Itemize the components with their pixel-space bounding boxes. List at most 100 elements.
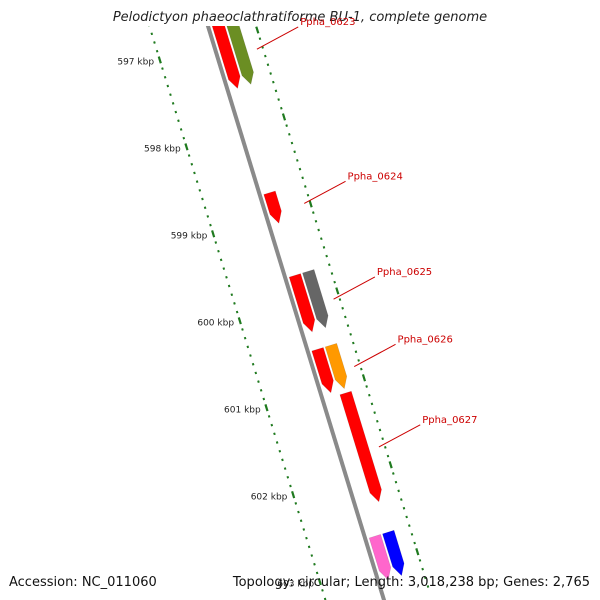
minor-tick — [259, 388, 263, 392]
minor-tick — [386, 454, 390, 458]
minor-tick — [219, 258, 223, 262]
minor-tick — [217, 249, 220, 253]
minor-tick — [254, 371, 258, 375]
minor-tick — [249, 3, 250, 5]
gene-arrow[interactable] — [368, 534, 392, 581]
minor-tick — [313, 562, 316, 566]
minor-tick — [378, 428, 382, 432]
minor-tick — [258, 37, 262, 41]
major-tick — [264, 404, 269, 412]
minor-tick — [155, 49, 159, 53]
gene-label-connector — [354, 343, 396, 367]
major-tick — [211, 230, 216, 238]
minor-tick — [293, 150, 296, 154]
major-tick — [317, 577, 322, 586]
gene-arrow[interactable] — [302, 269, 329, 329]
minor-tick — [297, 510, 300, 514]
length-value: 3,018,238 bp — [407, 575, 495, 590]
gene-arrow[interactable] — [288, 273, 316, 333]
minor-tick — [305, 536, 308, 540]
major-tick — [291, 491, 296, 499]
gene-label[interactable]: Ppha_0625 — [377, 267, 432, 278]
minor-tick — [304, 185, 307, 188]
minor-tick — [171, 102, 175, 105]
gene-arrow[interactable] — [324, 343, 348, 390]
gene-label[interactable]: Ppha_0626 — [398, 334, 453, 345]
minor-tick — [354, 350, 358, 354]
minor-tick — [296, 159, 299, 162]
minor-tick — [233, 302, 236, 305]
gene-arrow[interactable] — [224, 13, 254, 85]
minor-tick — [373, 411, 376, 414]
minor-tick — [206, 215, 210, 218]
gene-arrow[interactable] — [382, 529, 405, 577]
minor-tick — [344, 315, 347, 319]
gene-arrow[interactable] — [311, 347, 334, 394]
minor-tick — [290, 141, 294, 145]
scale-label: 599 kbp — [171, 232, 208, 242]
minor-tick — [365, 385, 368, 388]
minor-tick — [235, 310, 239, 314]
scale-label: 600 kbp — [197, 319, 234, 329]
minor-tick — [299, 519, 303, 523]
minor-tick — [243, 336, 247, 340]
minor-tick — [222, 267, 226, 270]
minor-tick — [190, 162, 194, 166]
gene-label[interactable]: Ppha_0624 — [348, 171, 403, 182]
minor-tick — [346, 324, 350, 327]
minor-tick — [360, 367, 363, 371]
minor-tick — [315, 571, 319, 575]
major-tick — [184, 143, 189, 151]
minor-tick — [283, 467, 287, 470]
gene-arrow[interactable] — [263, 190, 282, 224]
scale-label: 597 kbp — [117, 58, 154, 68]
gene-arrow[interactable] — [211, 17, 241, 89]
minor-tick — [280, 106, 283, 110]
minor-tick — [321, 588, 324, 592]
accession-info: Accession: NC_011060 — [9, 575, 157, 590]
minor-tick — [289, 484, 292, 488]
minor-tick — [328, 263, 331, 267]
minor-tick — [225, 275, 228, 279]
minor-tick — [198, 188, 202, 192]
minor-tick — [241, 328, 244, 331]
minor-tick — [285, 124, 288, 127]
major-tick — [415, 548, 420, 556]
genes-value: 2,765 — [552, 575, 590, 590]
minor-tick — [153, 41, 156, 44]
minor-tick — [413, 541, 416, 545]
minor-tick — [384, 446, 387, 449]
minor-tick — [264, 54, 267, 58]
minor-tick — [418, 559, 422, 562]
topology-value: circular — [297, 575, 346, 590]
major-tick — [388, 461, 393, 469]
minor-tick — [397, 489, 400, 493]
minor-tick — [272, 80, 275, 84]
major-tick — [361, 374, 367, 382]
major-tick — [157, 56, 162, 64]
minor-tick — [177, 119, 180, 123]
minor-tick — [333, 280, 336, 284]
minor-tick — [307, 545, 311, 549]
scale-label: 598 kbp — [144, 145, 181, 155]
minor-tick — [320, 237, 323, 241]
minor-tick — [394, 480, 398, 484]
minor-tick — [408, 524, 411, 527]
major-tick — [308, 200, 313, 208]
minor-tick — [182, 136, 186, 140]
minor-tick — [214, 241, 218, 244]
gene-arrow[interactable] — [339, 390, 382, 503]
minor-tick — [269, 72, 272, 75]
genes-label: ; Genes: — [494, 575, 553, 590]
minor-tick — [286, 475, 290, 479]
minor-tick — [402, 506, 406, 510]
gene-label[interactable]: Ppha_0627 — [422, 415, 477, 426]
minor-tick — [163, 75, 167, 79]
gene-label[interactable]: Ppha_0623 — [300, 17, 355, 28]
minor-tick — [370, 402, 374, 406]
major-tick — [335, 287, 340, 295]
minor-tick — [267, 415, 271, 418]
minor-tick — [281, 458, 284, 462]
